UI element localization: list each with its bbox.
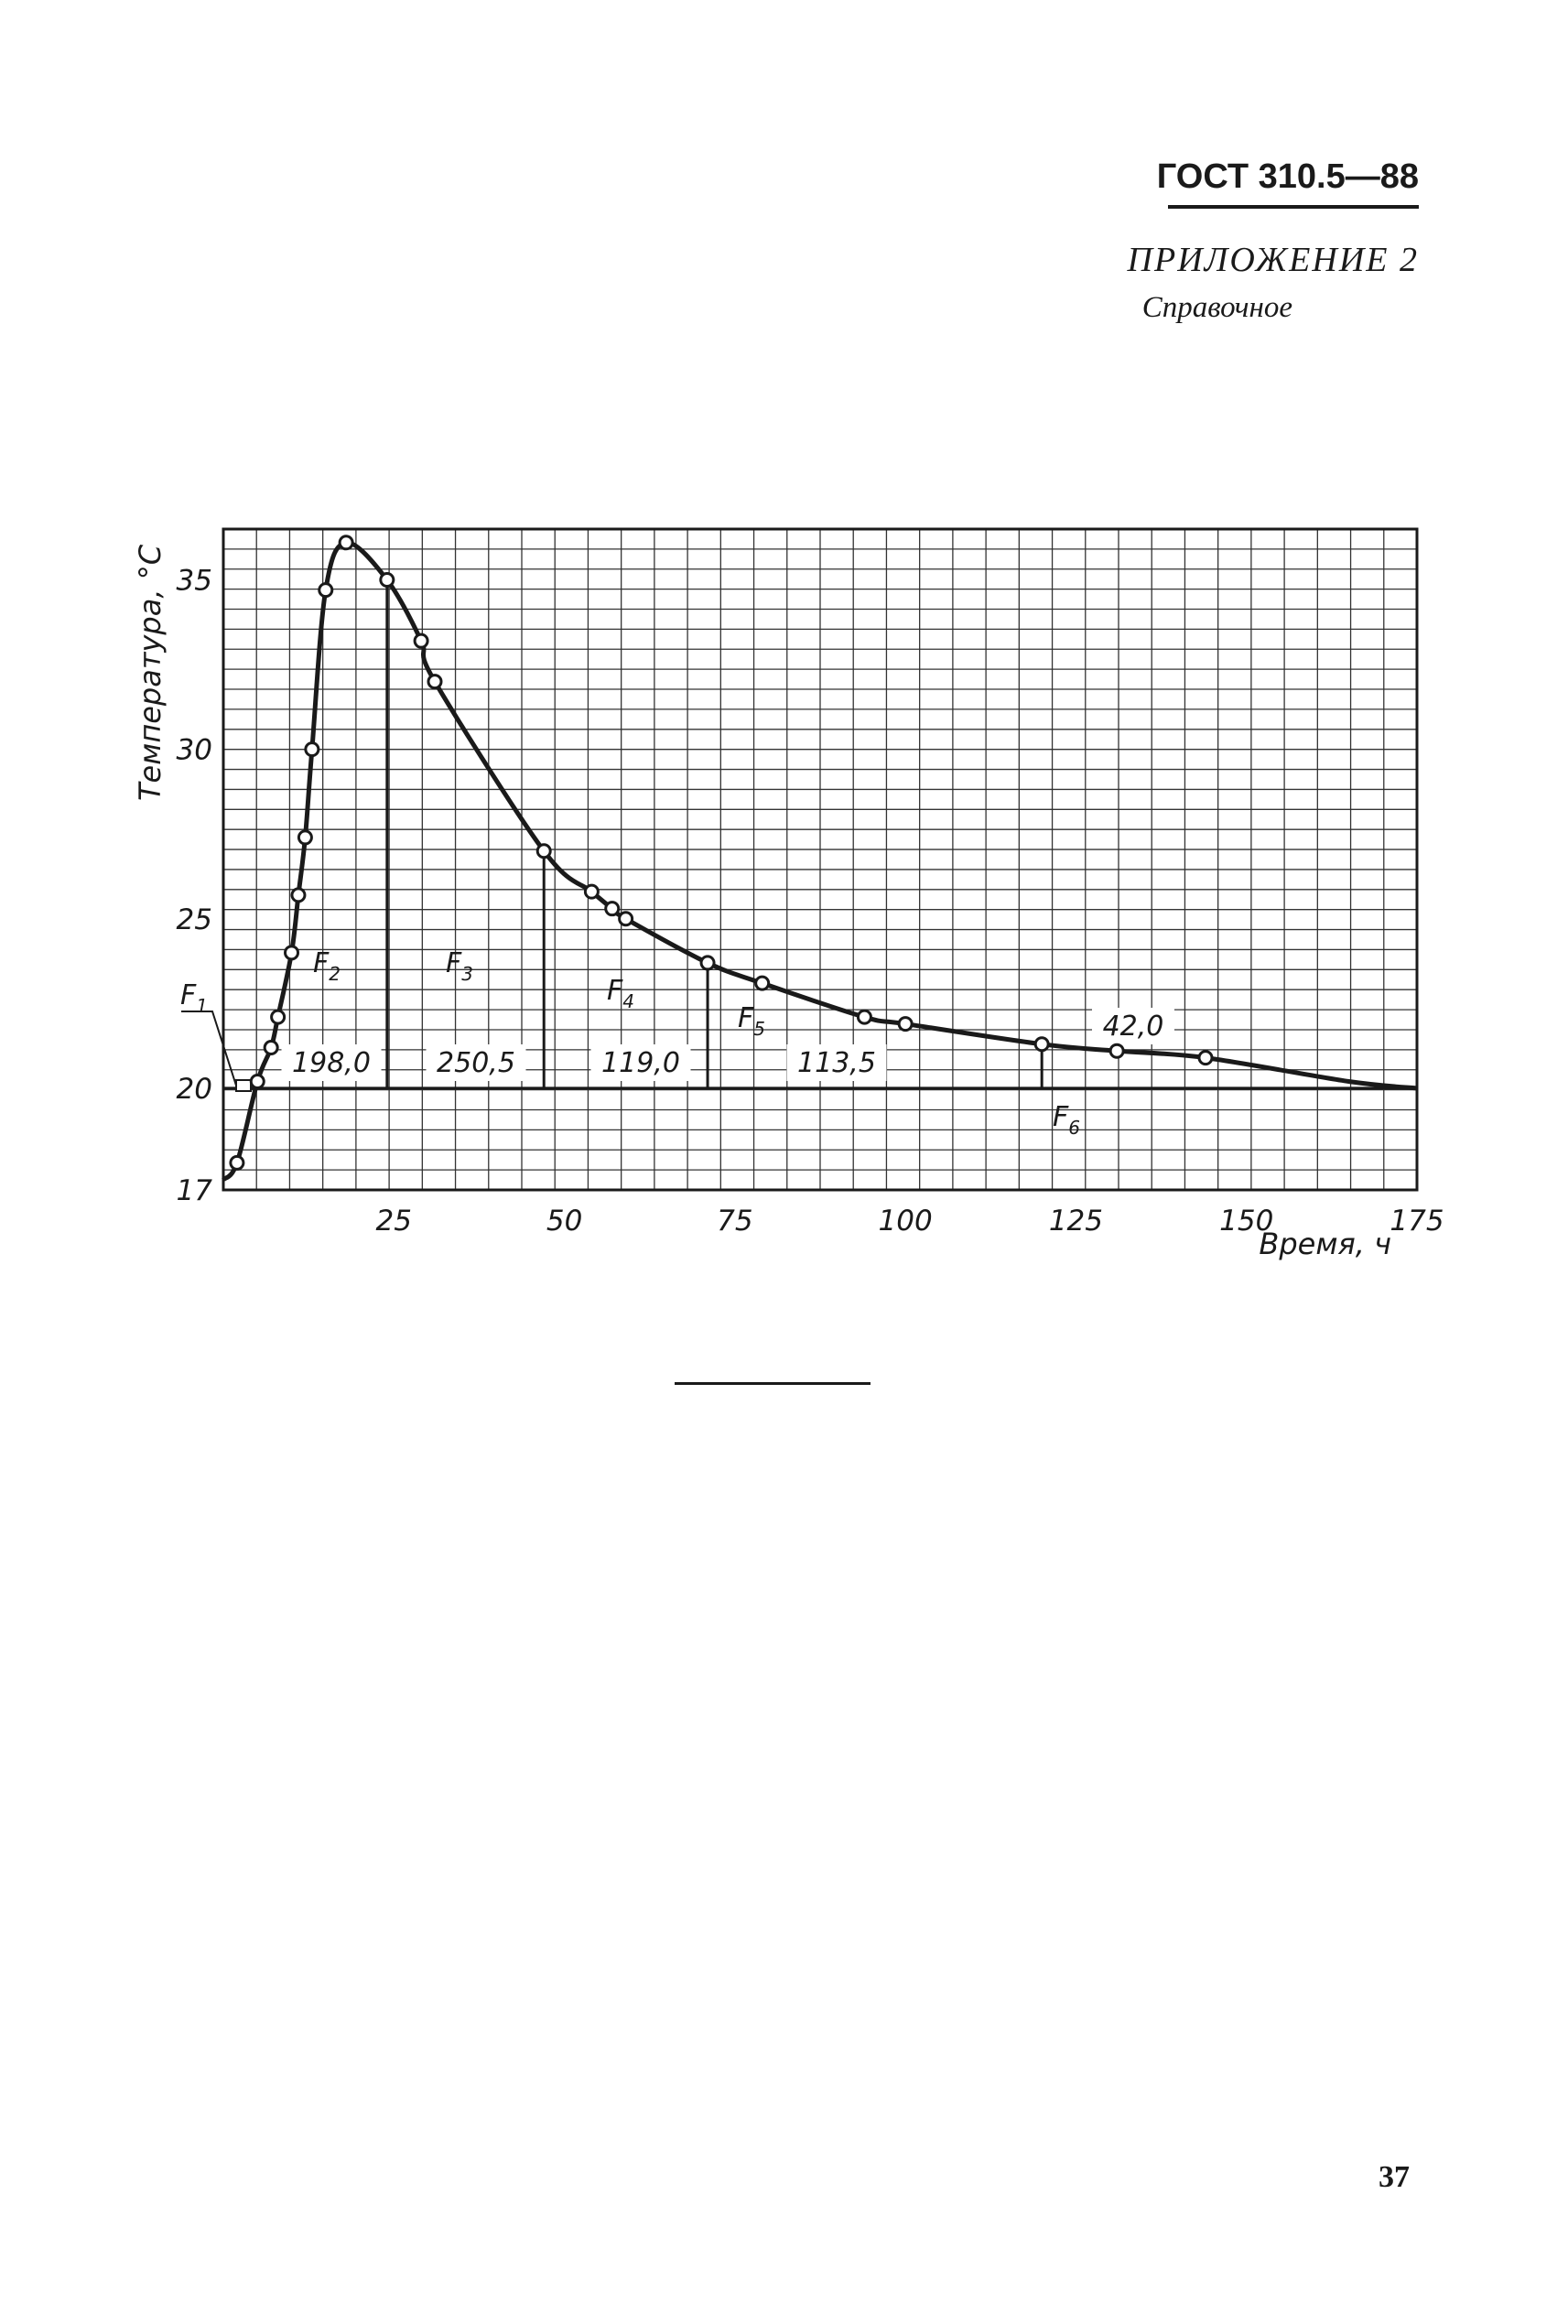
- data-point-marker: [754, 975, 771, 991]
- area-value-label: 250,5: [437, 1047, 515, 1079]
- area-label-subscript: 4: [622, 990, 634, 1012]
- data-point-marker: [379, 572, 395, 589]
- data-point-marker: [699, 955, 716, 971]
- f1-marker-square: [235, 1079, 252, 1092]
- data-point-marker: [290, 887, 307, 903]
- header-rule: [1168, 205, 1419, 209]
- x-tick-label: 125: [1049, 1205, 1103, 1238]
- plot-frame: [222, 527, 1419, 1192]
- area-value-background: [590, 1044, 691, 1081]
- y-tick-label: 20: [177, 1073, 212, 1106]
- data-point-marker: [304, 741, 320, 758]
- f1-leader-line: [181, 1011, 237, 1086]
- data-point-marker: [1108, 1043, 1125, 1059]
- area-label-subscript: 5: [753, 1018, 765, 1040]
- data-point-marker: [318, 582, 334, 599]
- data-point-marker: [249, 1074, 265, 1090]
- y-tick-label: 17: [177, 1174, 213, 1207]
- data-point-marker: [618, 911, 634, 927]
- data-point-marker: [535, 843, 552, 859]
- y-axis-label: Температура, °С: [133, 544, 168, 801]
- data-point-marker: [897, 1016, 914, 1032]
- area-value-label: 42,0: [1103, 1011, 1164, 1043]
- y-tick-label: 25: [177, 903, 212, 936]
- data-point-marker: [427, 674, 443, 690]
- x-tick-label: 150: [1219, 1205, 1273, 1238]
- x-axis-label: Время, ч: [1259, 1227, 1391, 1261]
- x-tick-label: 75: [717, 1205, 752, 1238]
- area-value-label: 198,0: [292, 1047, 371, 1079]
- x-tick-label: 50: [546, 1205, 582, 1238]
- y-tick-label: 35: [177, 565, 212, 598]
- area-label-subscript: 1: [196, 995, 208, 1017]
- data-point-marker: [583, 883, 600, 900]
- area-label: F4: [607, 975, 634, 1012]
- area-label-subscript: 3: [461, 963, 473, 985]
- data-point-marker: [413, 632, 429, 649]
- appendix-title: ПРИЛОЖЕНИЕ 2: [1127, 241, 1419, 279]
- area-value-label: 119,0: [601, 1047, 680, 1079]
- x-tick-label: 175: [1390, 1205, 1444, 1238]
- data-point-marker: [1033, 1036, 1050, 1053]
- data-point-marker: [229, 1154, 245, 1171]
- page-number: 37: [1379, 2160, 1410, 2194]
- area-label-subscript: 6: [1068, 1117, 1080, 1139]
- area-value-background: [281, 1044, 382, 1081]
- bottom-rule: [675, 1382, 871, 1385]
- document-code: ГОСТ 310.5—88: [1156, 157, 1419, 196]
- area-value-background: [786, 1044, 887, 1081]
- chart-markers: [229, 535, 1214, 1171]
- area-value-background: [426, 1044, 526, 1081]
- chart-grid: [222, 527, 1419, 1192]
- data-point-marker: [297, 829, 313, 846]
- area-value-label: 113,5: [797, 1047, 876, 1079]
- area-label: F6: [1053, 1101, 1080, 1139]
- data-point-marker: [284, 945, 300, 961]
- area-label-subscript: 2: [329, 963, 341, 985]
- data-point-marker: [338, 535, 354, 551]
- data-point-marker: [270, 1009, 287, 1025]
- data-point-marker: [1197, 1050, 1214, 1066]
- x-tick-label: 100: [879, 1205, 933, 1238]
- data-point-marker: [604, 901, 621, 917]
- data-point-marker: [856, 1009, 872, 1025]
- area-label: F3: [446, 947, 473, 985]
- x-tick-label: 25: [376, 1205, 412, 1238]
- area-label: F5: [738, 1002, 765, 1040]
- area-value-background: [1092, 1008, 1174, 1044]
- area-label: F2: [313, 947, 341, 985]
- data-point-marker: [263, 1039, 279, 1055]
- y-tick-label: 30: [177, 734, 212, 767]
- appendix-type: Справочное: [1141, 291, 1292, 324]
